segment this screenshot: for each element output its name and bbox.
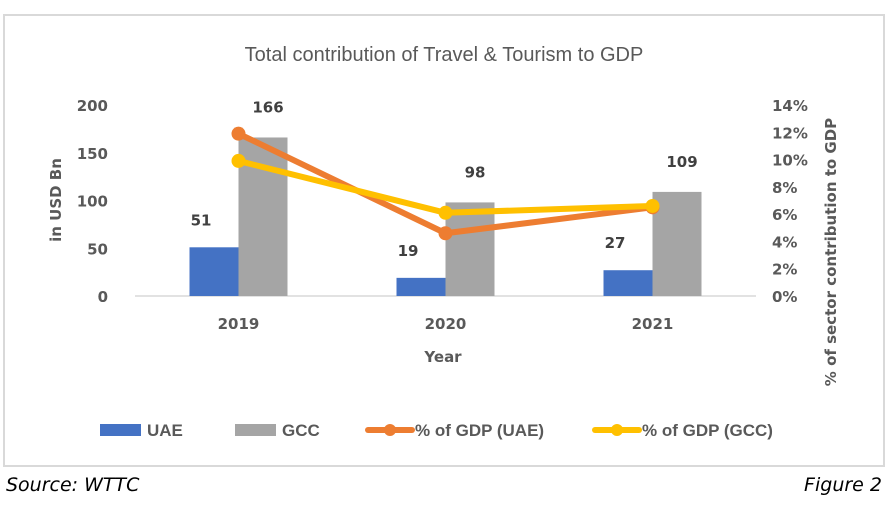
lines-group bbox=[231, 126, 660, 241]
right-tick-label: 0% bbox=[772, 288, 797, 306]
data-label: 109 bbox=[666, 153, 697, 171]
left-axis-title: in USD Bn bbox=[47, 158, 65, 242]
right-tick-label: 2% bbox=[772, 261, 797, 279]
x-tick-label: 2020 bbox=[425, 315, 467, 333]
bar-gcc bbox=[445, 202, 495, 296]
line-marker bbox=[438, 226, 453, 241]
left-tick-label: 100 bbox=[77, 193, 108, 211]
legend-swatch bbox=[100, 424, 141, 436]
legend-label: % of GDP (GCC) bbox=[642, 421, 773, 440]
data-label: 98 bbox=[465, 163, 486, 181]
line-marker bbox=[438, 205, 453, 220]
legend-item: GCC bbox=[235, 421, 320, 440]
legend-label: % of GDP (UAE) bbox=[415, 421, 544, 440]
x-axis-ticks: 2019 2020 2021 bbox=[218, 315, 674, 333]
legend-label: UAE bbox=[147, 421, 183, 440]
data-label: 166 bbox=[252, 98, 283, 116]
left-axis-ticks: 0 50 100 150 200 bbox=[77, 97, 108, 306]
source-caption: Source: WTTC bbox=[6, 474, 140, 496]
data-label: 19 bbox=[398, 242, 419, 260]
legend-item: UAE bbox=[100, 421, 183, 440]
data-label: 27 bbox=[605, 234, 626, 252]
legend: UAE GCC % of GDP (UAE) % of GDP (GCC) bbox=[100, 421, 773, 440]
legend-swatch bbox=[235, 424, 276, 436]
right-axis-ticks: 0% 2% 4% 6% 8% 10% 12% 14% bbox=[772, 97, 808, 306]
right-tick-label: 6% bbox=[772, 206, 797, 224]
legend-item: % of GDP (GCC) bbox=[592, 421, 773, 440]
line-marker bbox=[645, 198, 660, 213]
line-marker bbox=[231, 126, 246, 141]
legend-marker bbox=[611, 424, 623, 436]
x-tick-label: 2019 bbox=[218, 315, 260, 333]
right-tick-label: 8% bbox=[772, 179, 797, 197]
bar-uae bbox=[603, 270, 653, 296]
left-tick-label: 150 bbox=[77, 145, 108, 163]
legend-item: % of GDP (UAE) bbox=[365, 421, 544, 440]
data-label: 51 bbox=[191, 211, 212, 229]
right-axis-title: % of sector contribution to GDP bbox=[822, 118, 840, 386]
x-axis-title: Year bbox=[423, 348, 462, 366]
bar-uae bbox=[189, 247, 239, 296]
left-tick-label: 50 bbox=[87, 240, 108, 258]
chart-title: Total contribution of Travel & Tourism t… bbox=[245, 44, 644, 66]
right-tick-label: 10% bbox=[772, 152, 808, 170]
line-marker bbox=[231, 153, 246, 168]
bar-gcc bbox=[652, 191, 702, 296]
right-tick-label: 14% bbox=[772, 97, 808, 115]
figure-caption: Figure 2 bbox=[804, 474, 882, 496]
bars-group: 51 19 27 166 98 109 bbox=[189, 98, 702, 296]
chart-frame bbox=[3, 14, 885, 467]
right-tick-label: 4% bbox=[772, 233, 797, 251]
legend-label: GCC bbox=[282, 421, 320, 440]
legend-marker bbox=[384, 424, 396, 436]
left-tick-label: 200 bbox=[77, 97, 108, 115]
bar-uae bbox=[396, 277, 446, 296]
right-tick-label: 12% bbox=[772, 124, 808, 142]
left-tick-label: 0 bbox=[98, 288, 108, 306]
x-tick-label: 2021 bbox=[632, 315, 674, 333]
